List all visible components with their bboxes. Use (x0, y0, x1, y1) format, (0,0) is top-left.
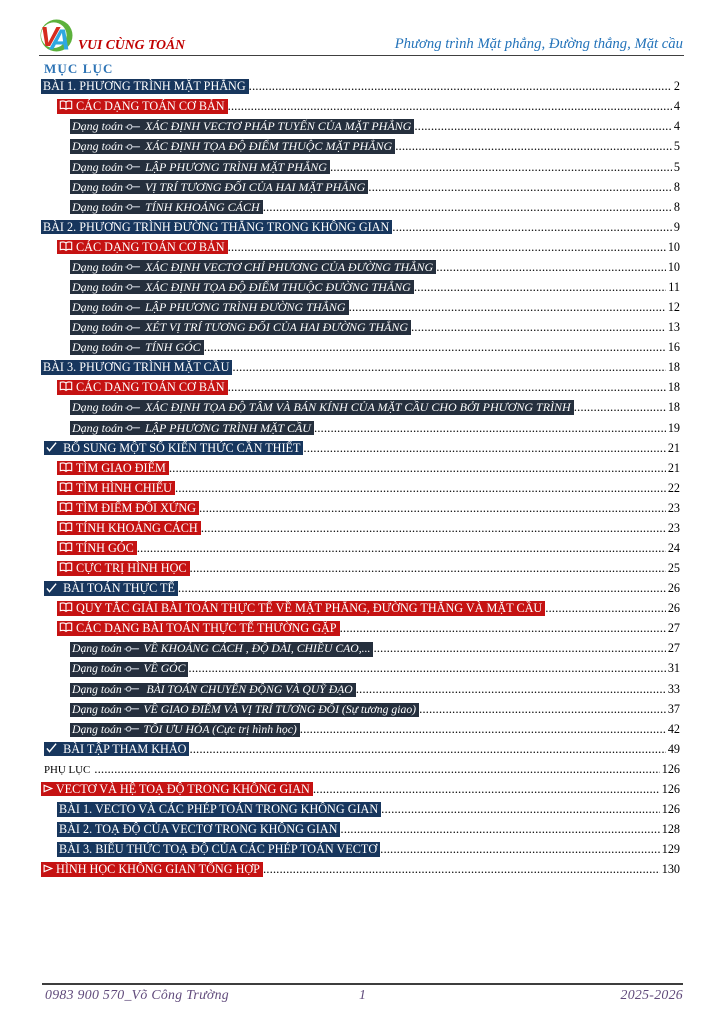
svg-text:A: A (49, 25, 71, 53)
svg-text:V: V (40, 21, 61, 52)
